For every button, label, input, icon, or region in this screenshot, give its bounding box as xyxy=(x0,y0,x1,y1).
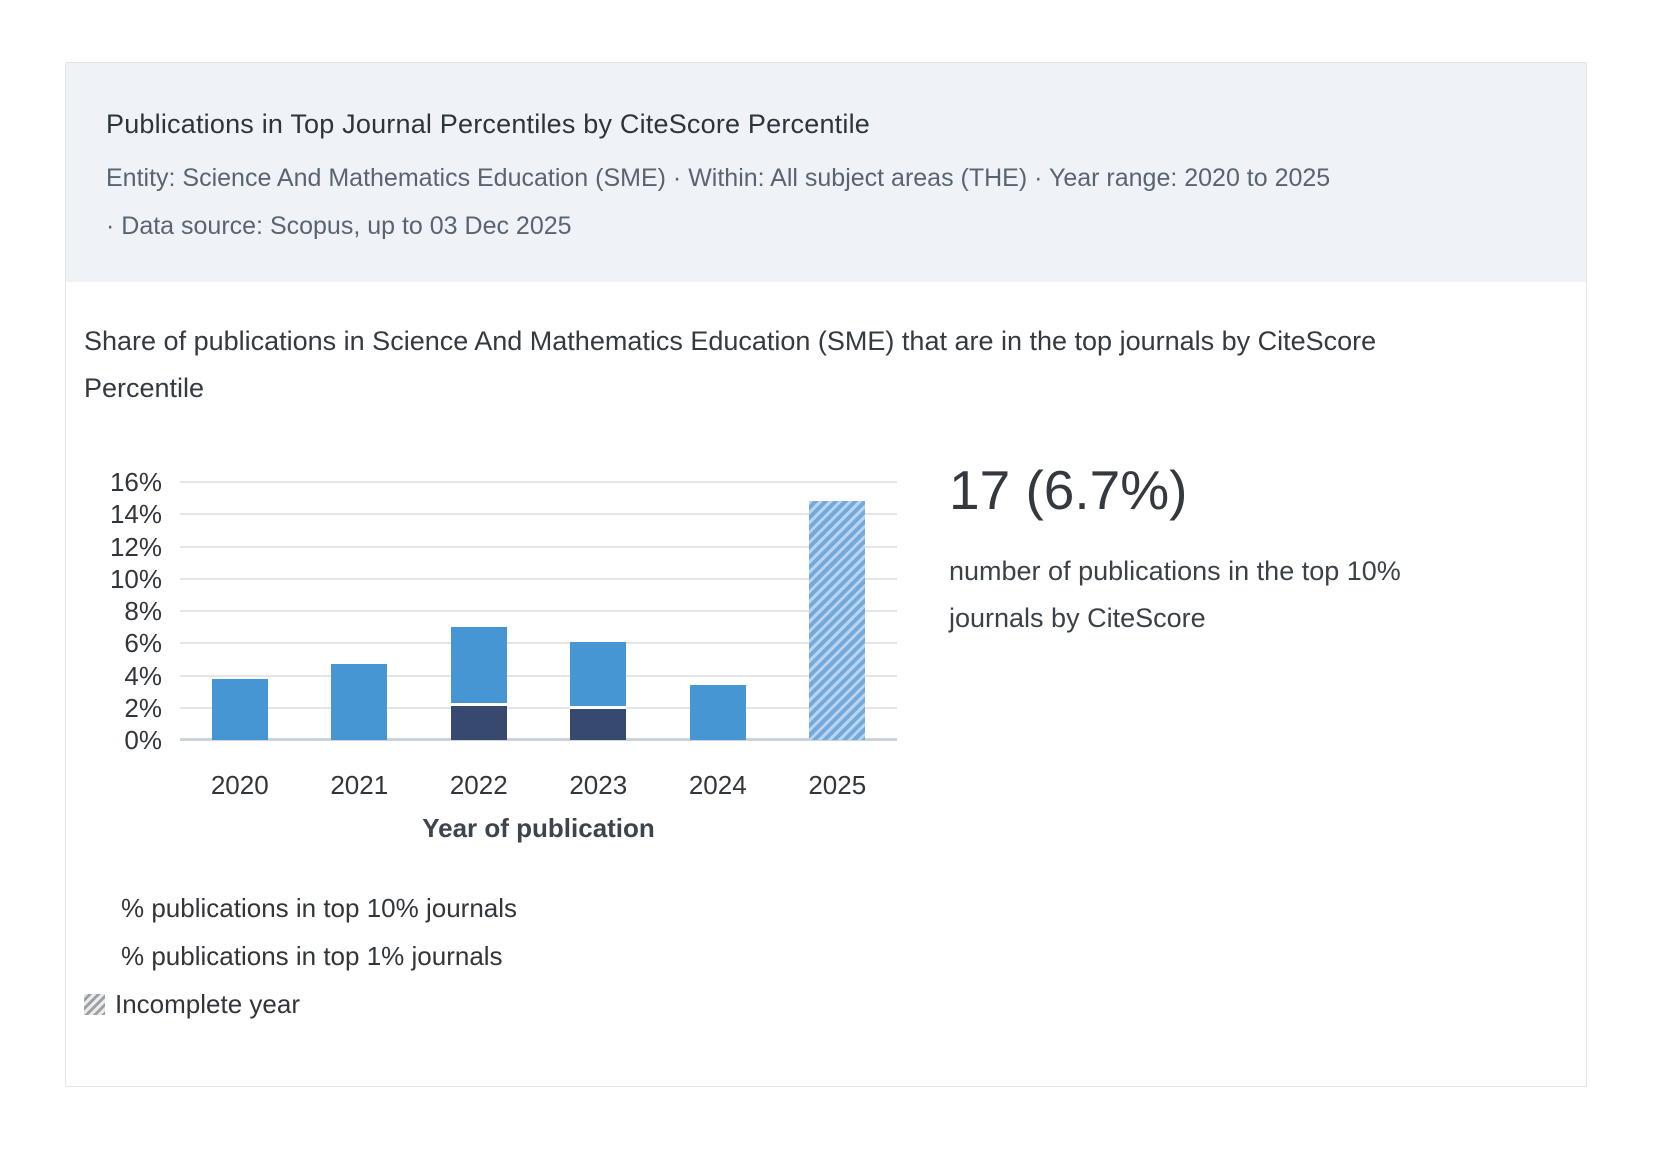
gridline-6 xyxy=(180,642,897,645)
bar-slot-2020 xyxy=(180,482,300,740)
x-tick-label-2025: 2025 xyxy=(808,770,867,800)
y-axis: 0% 2% 4% 6% 8% 10% 12% 14% 16% xyxy=(84,469,180,753)
bar-top1-2023[interactable] xyxy=(570,706,627,740)
chart-legend: % publications in top 10% journals % pub… xyxy=(84,884,1568,1028)
bar-top10-2021[interactable] xyxy=(331,664,388,740)
bar-top10-2025[interactable] xyxy=(809,501,866,740)
y-tick-label-14: 14% xyxy=(109,499,162,530)
subtitle-line-2: · Data source: Scopus, up to 03 Dec 2025 xyxy=(106,212,572,240)
x-axis-title: Year of publication xyxy=(422,813,655,843)
gridline-10 xyxy=(180,577,897,580)
gridline-12 xyxy=(180,545,897,548)
plot-row: 0% 2% 4% 6% 8% 10% 12% 14% 16% xyxy=(84,469,898,753)
legend-item-top10-label: % publications in top 10% journals xyxy=(121,893,518,923)
y-tick-label-12: 12% xyxy=(109,531,162,562)
stat-caption: number of publications in the top 10% jo… xyxy=(949,556,1401,633)
bar-slot-2021 xyxy=(300,482,420,740)
x-axis-line xyxy=(180,738,897,741)
bar-top10-2024[interactable] xyxy=(689,685,746,740)
legend-item-incomplete-year: Incomplete year xyxy=(84,980,1568,1028)
card-title: Publications in Top Journal Percentiles … xyxy=(106,109,870,139)
y-tick-label-8: 8% xyxy=(124,596,162,626)
plot-area xyxy=(180,481,898,741)
bar-slot-2023 xyxy=(539,482,659,740)
stat-value: 17 (6.7%) xyxy=(949,459,1188,521)
x-tick-label-2020: 2020 xyxy=(210,770,269,800)
chart-card: Publications in Top Journal Percentiles … xyxy=(65,62,1587,1087)
x-tick-label-2024: 2024 xyxy=(688,770,747,800)
y-tick-label-4: 4% xyxy=(124,660,162,691)
gridline-16 xyxy=(180,481,897,483)
legend-item-incomplete-label: Incomplete year xyxy=(115,989,300,1019)
y-tick-label-2: 2% xyxy=(124,692,162,723)
card-body: Share of publications in Science And Mat… xyxy=(66,282,1586,1072)
x-tick-label-2022: 2022 xyxy=(449,770,508,800)
legend-item-top10[interactable]: % publications in top 10% journals xyxy=(121,884,1568,932)
stat-block: 17 (6.7%) number of publications in the … xyxy=(949,412,1454,642)
bar-chart: 0% 2% 4% 6% 8% 10% 12% 14% 16% 2020 2021 2022 2023 2… xyxy=(84,412,897,844)
card-header: Publications in Top Journal Percentiles … xyxy=(66,63,1586,282)
card-subtitle: Entity: Science And Mathematics Educatio… xyxy=(106,154,1546,250)
gridline-4 xyxy=(180,674,897,677)
x-tick-label-2021: 2021 xyxy=(330,770,389,800)
incomplete-year-hatch-icon xyxy=(84,993,105,1015)
bar-top1-2022[interactable] xyxy=(450,702,507,740)
legend-item-top1[interactable]: % publications in top 1% journals xyxy=(121,932,1568,980)
gridline-14 xyxy=(180,513,897,516)
chart-row: 0% 2% 4% 6% 8% 10% 12% 14% 16% 2020 2021 2022 2023 2… xyxy=(84,412,1568,844)
bar-slot-2022 xyxy=(419,482,539,740)
legend-item-top1-label: % publications in top 1% journals xyxy=(121,941,503,971)
chart-description: Share of publications in Science And Mat… xyxy=(84,326,1377,403)
gridline-2 xyxy=(180,706,897,709)
y-tick-label-6: 6% xyxy=(124,628,162,659)
y-tick-label-10: 10% xyxy=(109,563,162,594)
bar-top10-2020[interactable] xyxy=(211,678,268,740)
y-tick-label-0: 0% xyxy=(124,725,162,755)
bar-slot-2025 xyxy=(778,482,898,740)
x-axis: 2020 2021 2022 2023 2024 2025 xyxy=(180,770,897,801)
gridline-8 xyxy=(180,610,897,612)
x-tick-label-2023: 2023 xyxy=(569,770,628,800)
y-tick-label-16: 16% xyxy=(109,467,162,497)
bar-slot-2024 xyxy=(658,482,778,740)
subtitle-line-1: Entity: Science And Mathematics Educatio… xyxy=(106,164,1331,192)
